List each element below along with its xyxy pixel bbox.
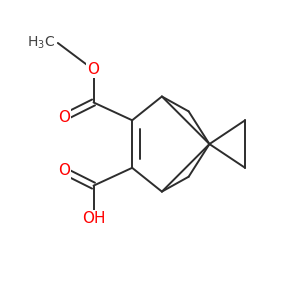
Text: O: O [88, 62, 100, 77]
Text: OH: OH [82, 211, 105, 226]
Text: O: O [58, 163, 70, 178]
Text: H$_3$C: H$_3$C [27, 35, 55, 51]
Text: O: O [58, 110, 70, 125]
